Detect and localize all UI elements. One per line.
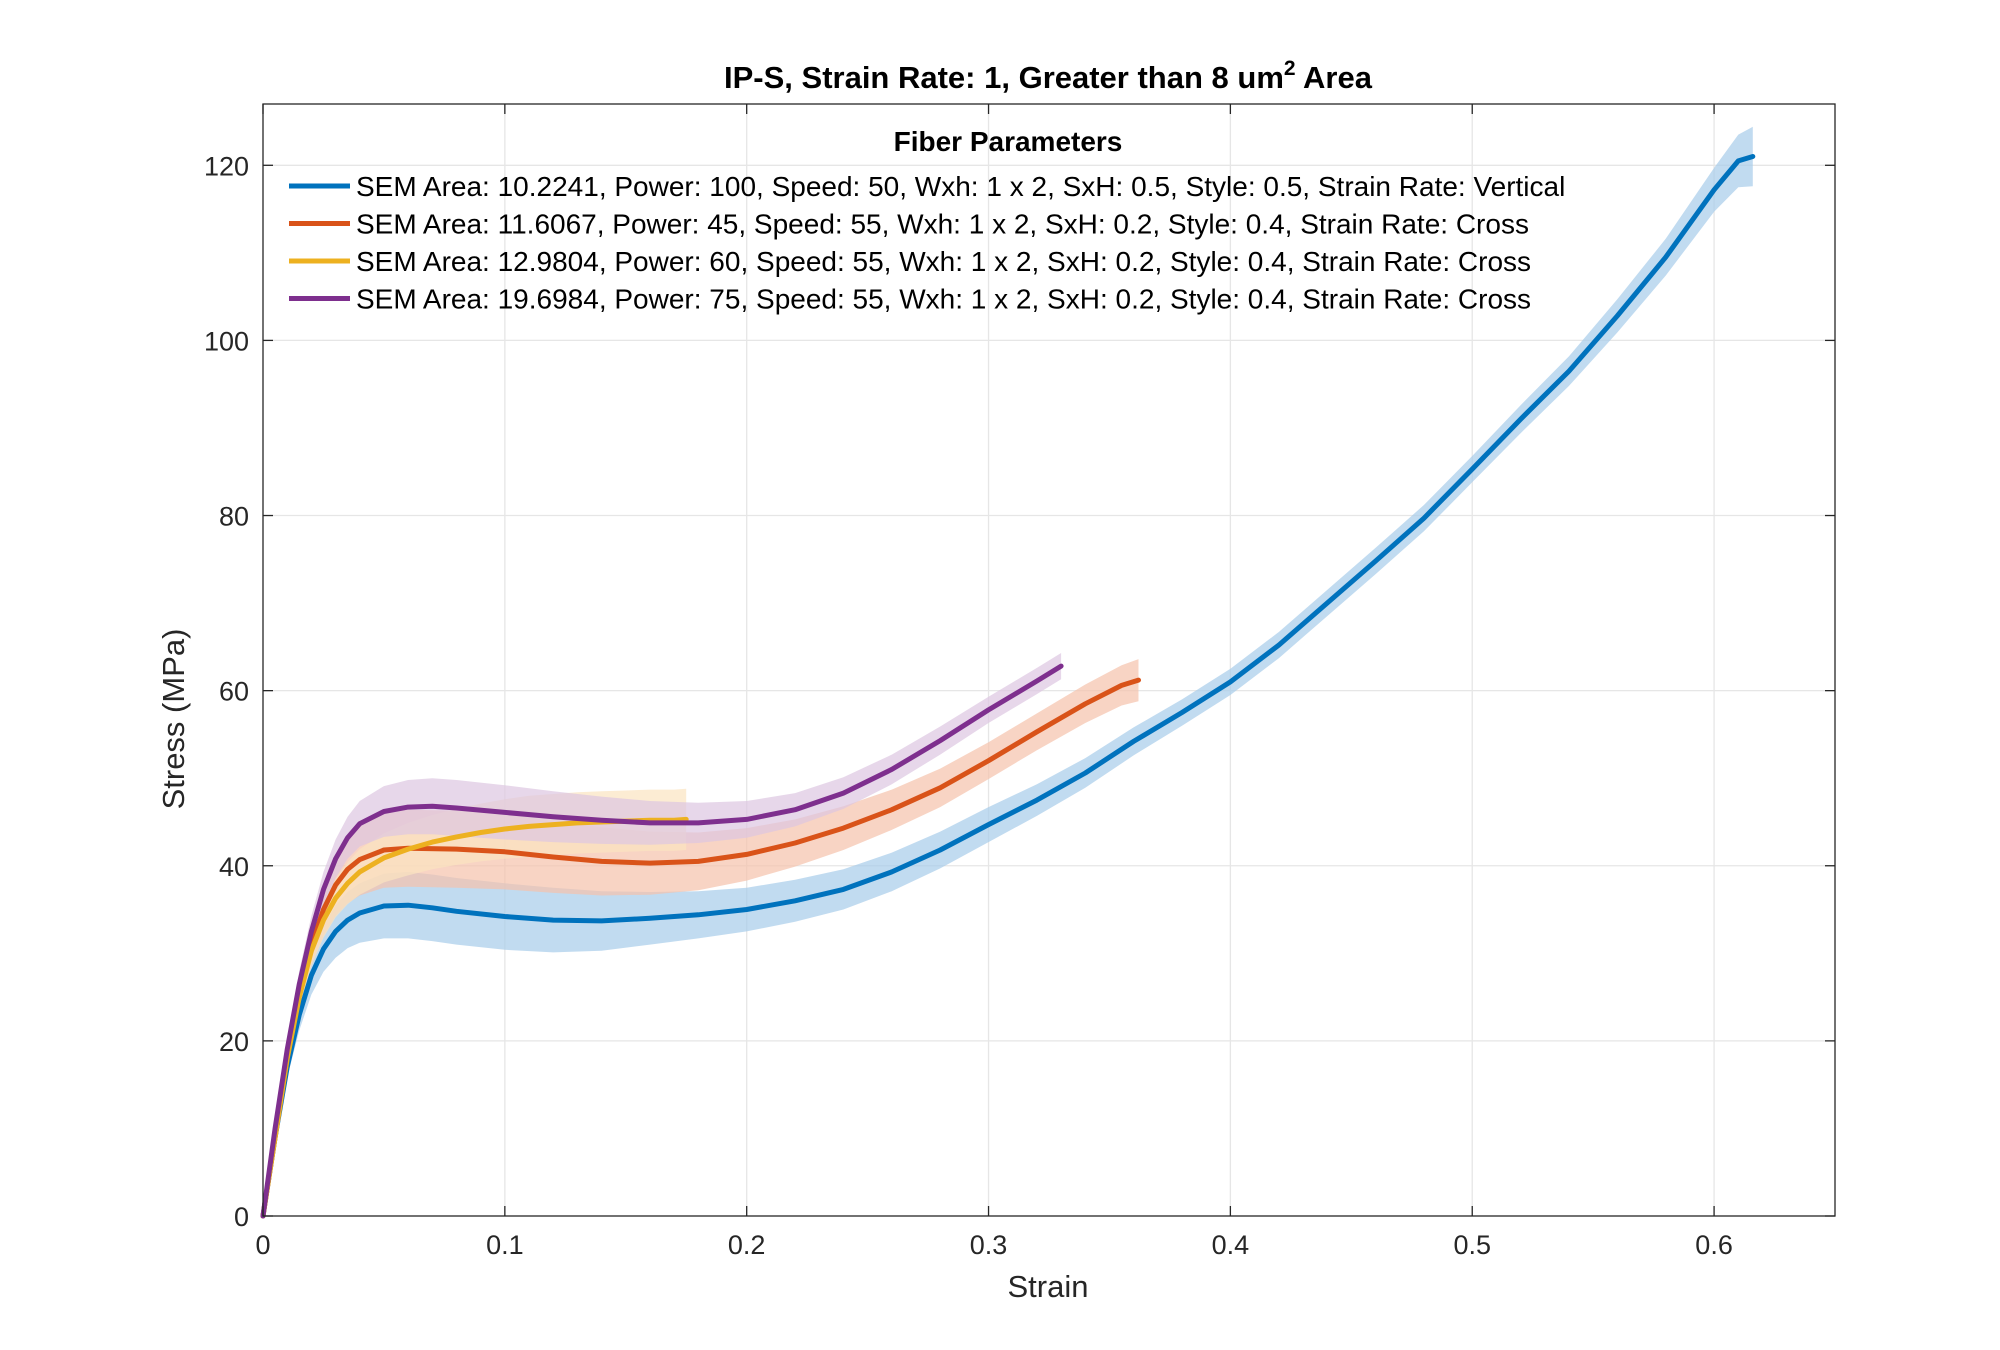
- series-4-line: [260, 663, 1064, 1219]
- plot-frame: [262, 103, 1836, 1217]
- chart-title: IP-S, Strain Rate: 1, Greater than 8 um2…: [724, 57, 1373, 95]
- x-tick-label: 0.3: [970, 1230, 1008, 1260]
- y-tick-label: 0: [234, 1202, 249, 1232]
- legend-title: Fiber Parameters: [894, 126, 1123, 157]
- series-2-line: [260, 677, 1141, 1219]
- x-tick-label: 0.5: [1453, 1230, 1491, 1260]
- series-1-line: [260, 154, 1756, 1219]
- x-tick-label: 0.1: [486, 1230, 524, 1260]
- legend-entry-1: SEM Area: 10.2241, Power: 100, Speed: 50…: [356, 171, 1565, 202]
- chart-title-suffix: Area: [1296, 60, 1373, 95]
- y-tick-label: 60: [219, 677, 249, 707]
- legend-entry-2: SEM Area: 11.6067, Power: 45, Speed: 55,…: [356, 209, 1529, 240]
- x-axis-label: Strain: [1008, 1269, 1089, 1304]
- y-axis-label: Stress (MPa): [156, 629, 191, 810]
- axes: 0 0.1 0.2 0.3 0.4 0.5 0.6 0 20 40 60 80 100 120: [204, 103, 1836, 1260]
- x-tick-label: 0.2: [728, 1230, 766, 1260]
- y-tick-label: 120: [204, 151, 249, 181]
- chart-title-superscript: 2: [1284, 57, 1296, 80]
- legend-entry-3: SEM Area: 12.9804, Power: 60, Speed: 55,…: [356, 246, 1531, 277]
- chart-title-main: IP-S, Strain Rate: 1, Greater than 8 um: [724, 60, 1284, 95]
- series-1-band: [263, 126, 1753, 1216]
- legend: Fiber Parameters SEM Area: 10.2241, Power…: [289, 126, 1565, 315]
- y-tick-label: 20: [219, 1027, 249, 1057]
- x-tick-label: 0.4: [1212, 1230, 1250, 1260]
- y-tick-label: 80: [219, 502, 249, 532]
- legend-entry-4: SEM Area: 19.6984, Power: 75, Speed: 55,…: [356, 284, 1531, 315]
- series-4-band: [263, 653, 1062, 1216]
- series-lines: [260, 154, 1756, 1219]
- x-tick-label: 0: [255, 1230, 270, 1260]
- y-tick-label: 100: [204, 326, 249, 356]
- x-tick-label: 0.6: [1695, 1230, 1733, 1260]
- y-tick-label: 40: [219, 852, 249, 882]
